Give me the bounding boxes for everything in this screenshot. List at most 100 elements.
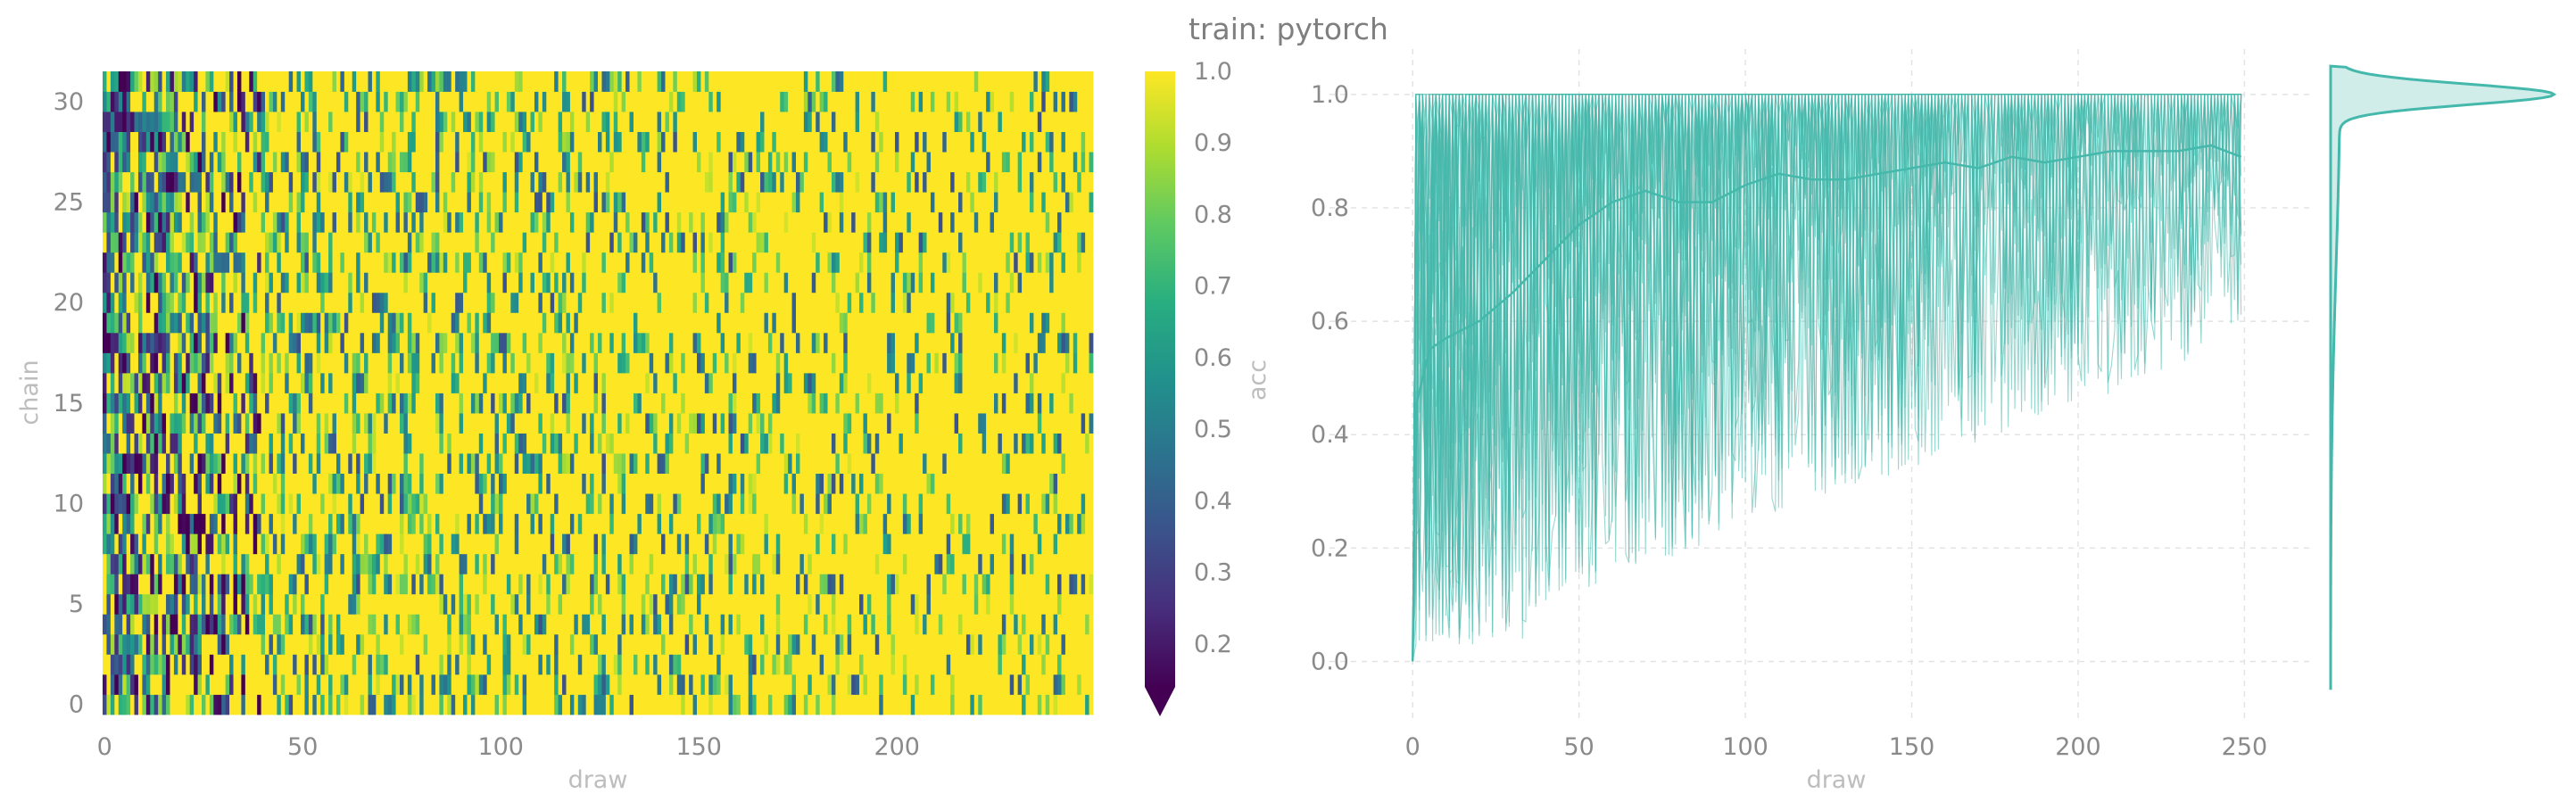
- heatmap-cell: [455, 453, 460, 475]
- heatmap-cell: [103, 533, 107, 555]
- heatmap-cell: [767, 393, 773, 414]
- heatmap-cell: [443, 453, 448, 475]
- heatmap-cell: [364, 312, 369, 334]
- heatmap-cell: [506, 574, 511, 595]
- heatmap-cell: [598, 332, 602, 353]
- heatmap-cell: [1022, 493, 1026, 515]
- heatmap-cell: [946, 453, 951, 475]
- heatmap-cell: [681, 493, 686, 515]
- heatmap-cell: [942, 493, 948, 515]
- heatmap-cell: [788, 654, 792, 675]
- heatmap-cell: [1033, 694, 1039, 715]
- heatmap-cell: [229, 453, 234, 475]
- heatmap-cell: [1064, 393, 1070, 414]
- heatmap-cell: [514, 372, 519, 393]
- heatmap-cell: [907, 654, 912, 675]
- heatmap-cell: [1025, 372, 1031, 393]
- heatmap-cell: [324, 393, 329, 414]
- heatmap-cell: [684, 372, 690, 393]
- heatmap-cell: [137, 372, 143, 393]
- heatmap-cell: [110, 453, 115, 475]
- heatmap-cell: [1077, 614, 1082, 635]
- heatmap-cell: [839, 413, 844, 434]
- heatmap-cell: [103, 513, 107, 534]
- heatmap-cell: [851, 593, 856, 615]
- heatmap-cell: [494, 493, 500, 515]
- heatmap-cell: [233, 312, 238, 334]
- heatmap-cell: [882, 372, 888, 393]
- heatmap-cell: [1025, 674, 1031, 695]
- heatmap-cell: [803, 473, 808, 494]
- heatmap-cell: [1006, 654, 1011, 675]
- heatmap-cell: [835, 574, 841, 595]
- heatmap-cell: [1045, 513, 1050, 534]
- heatmap-cell: [697, 413, 701, 434]
- heatmap-cell: [1033, 593, 1039, 615]
- heatmap-cell: [236, 453, 242, 475]
- heatmap-cell: [887, 593, 891, 615]
- heatmap-cell: [601, 372, 607, 393]
- heatmap-cell: [617, 453, 623, 475]
- heatmap-cell: [253, 312, 258, 334]
- heatmap-cell: [1001, 312, 1006, 334]
- heatmap-cell: [407, 493, 412, 515]
- heatmap-cell: [609, 593, 615, 615]
- heatmap-cell: [760, 473, 765, 494]
- heatmap-cell: [566, 694, 571, 715]
- heatmap-cell: [871, 453, 876, 475]
- heatmap-cell: [348, 372, 353, 393]
- heatmap-cell: [395, 614, 401, 635]
- heatmap-cell: [942, 312, 948, 334]
- heatmap-cell: [1045, 633, 1050, 655]
- heatmap-cell: [530, 513, 535, 534]
- heatmap-cell: [554, 372, 559, 393]
- heatmap-cell: [890, 433, 896, 454]
- heatmap-cell: [364, 553, 369, 574]
- heatmap-cell: [874, 332, 880, 353]
- heatmap-cell: [764, 674, 769, 695]
- heatmap-cell: [946, 654, 951, 675]
- heatmap-cell: [934, 332, 940, 353]
- heatmap-cell: [562, 312, 567, 334]
- heatmap-cell: [725, 674, 729, 695]
- heatmap-cell: [788, 633, 792, 655]
- heatmap-cell: [926, 493, 932, 515]
- heatmap-cell: [1081, 433, 1086, 454]
- heatmap-cell: [153, 393, 159, 414]
- heatmap-cell: [605, 393, 610, 414]
- heatmap-cell: [205, 332, 211, 353]
- heatmap-cell: [887, 493, 891, 515]
- heatmap-cell: [530, 593, 535, 615]
- heatmap-cell: [899, 574, 904, 595]
- heatmap-cell: [181, 332, 186, 353]
- heatmap-cell: [158, 553, 162, 574]
- heatmap-cell: [811, 312, 816, 334]
- heatmap-cell: [676, 493, 682, 515]
- heatmap-cell: [301, 654, 305, 675]
- heatmap-cell: [415, 654, 420, 675]
- heatmap-cell: [364, 533, 369, 555]
- heatmap-cell: [308, 312, 313, 334]
- heatmap-cell: [395, 553, 401, 574]
- heatmap-cell: [708, 614, 714, 635]
- heatmap-cell: [106, 574, 112, 595]
- heatmap-cell: [982, 312, 987, 334]
- heatmap-cell: [443, 593, 448, 615]
- heatmap-cell: [712, 574, 717, 595]
- heatmap-cell: [356, 332, 360, 353]
- heatmap-cell: [934, 433, 940, 454]
- heatmap-cell: [178, 674, 183, 695]
- heatmap-cell: [708, 493, 714, 515]
- heatmap-cell: [918, 312, 924, 334]
- heatmap-cell: [799, 674, 805, 695]
- heatmap-cell: [181, 633, 186, 655]
- heatmap-cell: [700, 633, 706, 655]
- heatmap-cell: [866, 593, 872, 615]
- heatmap-cell: [142, 332, 147, 353]
- heatmap-cell: [400, 352, 404, 374]
- heatmap-cell: [835, 312, 841, 334]
- heatmap-cell: [879, 533, 884, 555]
- heatmap-cell: [518, 614, 524, 635]
- heatmap-cell: [186, 433, 191, 454]
- heatmap-cell: [637, 393, 642, 414]
